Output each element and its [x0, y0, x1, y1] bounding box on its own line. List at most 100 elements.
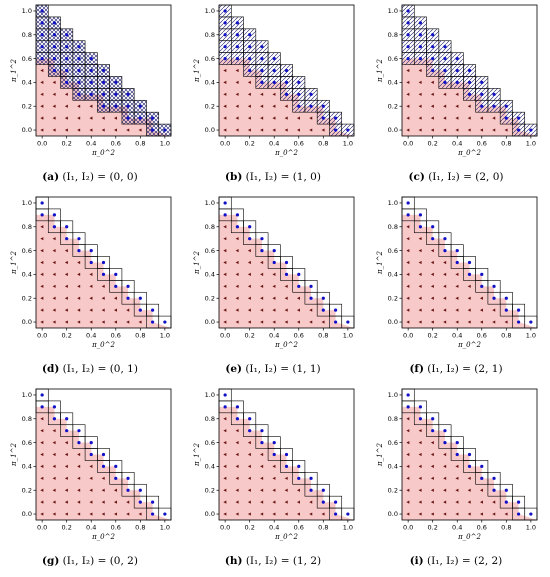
x-tick-label: 0.2 — [428, 524, 438, 532]
action-dot — [467, 92, 472, 96]
action-marker — [418, 80, 422, 85]
action-marker — [223, 248, 227, 253]
action-dot — [77, 440, 81, 445]
cell-box — [438, 40, 452, 53]
action-dot — [492, 476, 496, 480]
panel-e: 0.0 0.2 0.4 0.6 0.8 1.0 0.0 0.2 0.4 0.6 0.8 1.0 π_0^… — [183, 192, 366, 384]
action-dot — [150, 116, 155, 120]
action-marker — [113, 488, 117, 492]
cell-box — [280, 64, 293, 77]
action-marker — [272, 272, 276, 277]
y-tick-label: 0.6 — [205, 55, 215, 63]
x-tick-label: 0.8 — [501, 332, 511, 340]
action-marker — [235, 116, 239, 120]
chart-i: 0.0 0.2 0.4 0.6 0.8 1.0 0.0 0.2 0.4 0.6 0.8 1.0 π_0^… — [376, 388, 538, 541]
action-marker — [406, 476, 410, 480]
action-dot — [260, 440, 264, 445]
action-marker — [455, 128, 459, 132]
x-tick-label: 0.8 — [501, 140, 511, 148]
action-dot — [529, 512, 533, 516]
action-marker — [64, 440, 68, 445]
action-dot — [114, 476, 118, 480]
action-marker — [321, 320, 325, 324]
action-dot — [52, 45, 57, 49]
action-marker — [479, 512, 483, 516]
action-marker — [247, 440, 251, 445]
action-marker — [89, 284, 93, 288]
x-axis-label: π_0^2 — [91, 533, 115, 541]
action-marker — [406, 308, 410, 312]
action-dot — [235, 213, 240, 217]
action-dot — [406, 213, 410, 217]
x-axis-label: π_0^2 — [91, 149, 115, 157]
action-dot — [52, 56, 57, 61]
action-marker — [443, 128, 447, 132]
x-tick-label: 0.8 — [318, 524, 328, 532]
action-dot — [77, 248, 81, 253]
action-dot — [40, 393, 44, 397]
action-marker — [64, 104, 68, 108]
action-marker — [455, 308, 459, 312]
action-marker — [272, 104, 276, 108]
pink-region — [219, 214, 354, 328]
cell-box — [512, 303, 526, 317]
cell-box — [316, 291, 330, 305]
action-marker — [284, 488, 288, 492]
action-marker — [284, 104, 288, 108]
cell-box — [267, 436, 281, 449]
action-marker — [443, 476, 447, 480]
action-marker — [272, 296, 276, 300]
x-tick-label: 0.4 — [269, 524, 279, 532]
x-tick-label: 0.4 — [269, 140, 279, 148]
action-dot — [101, 452, 106, 457]
cell-box — [72, 424, 86, 437]
action-marker — [247, 92, 251, 96]
action-marker — [52, 488, 56, 492]
cell-box — [499, 291, 513, 305]
action-dot — [431, 56, 435, 61]
action-marker — [77, 104, 81, 108]
x-tick-label: 0.6 — [477, 524, 487, 532]
action-marker — [40, 272, 44, 277]
y-tick-label: 0.2 — [22, 486, 32, 494]
cell-box — [60, 28, 74, 42]
cell-box — [121, 472, 135, 485]
action-marker — [284, 320, 288, 324]
x-tick-label: 0.6 — [111, 524, 121, 532]
action-marker — [247, 128, 251, 132]
action-dot — [260, 68, 264, 73]
action-dot — [138, 296, 142, 300]
action-dot — [248, 225, 252, 229]
y-tick-label: 1.0 — [388, 199, 398, 207]
action-marker — [443, 464, 447, 469]
action-dot — [65, 33, 69, 37]
cell-box — [97, 64, 110, 77]
x-tick-label: 0.0 — [403, 332, 413, 340]
y-tick-label: 0.2 — [205, 102, 215, 110]
caption-text: (I₁, I₂) = (2, 0) — [428, 171, 504, 183]
y-tick-label: 0.0 — [22, 126, 32, 134]
y-tick-label: 0.0 — [388, 510, 398, 518]
action-dot — [89, 248, 93, 253]
action-marker — [430, 92, 434, 96]
cell-box — [413, 16, 427, 30]
y-tick-label: 1.0 — [22, 199, 32, 207]
x-tick-label: 0.2 — [245, 524, 255, 532]
y-tick-label: 0.6 — [22, 55, 32, 63]
action-marker — [443, 104, 447, 108]
action-dot — [223, 33, 227, 37]
action-dot — [321, 500, 325, 504]
action-marker — [52, 500, 56, 504]
action-marker — [296, 320, 300, 324]
action-marker — [284, 296, 288, 300]
action-dot — [418, 417, 423, 421]
action-marker — [467, 116, 471, 120]
y-tick-label: 0.8 — [388, 223, 398, 231]
action-dot — [101, 464, 106, 469]
cell-box — [426, 28, 440, 42]
action-dot — [321, 308, 325, 312]
action-marker — [430, 488, 434, 492]
action-marker — [40, 464, 44, 469]
action-dot — [309, 476, 313, 480]
action-dot — [455, 440, 459, 445]
